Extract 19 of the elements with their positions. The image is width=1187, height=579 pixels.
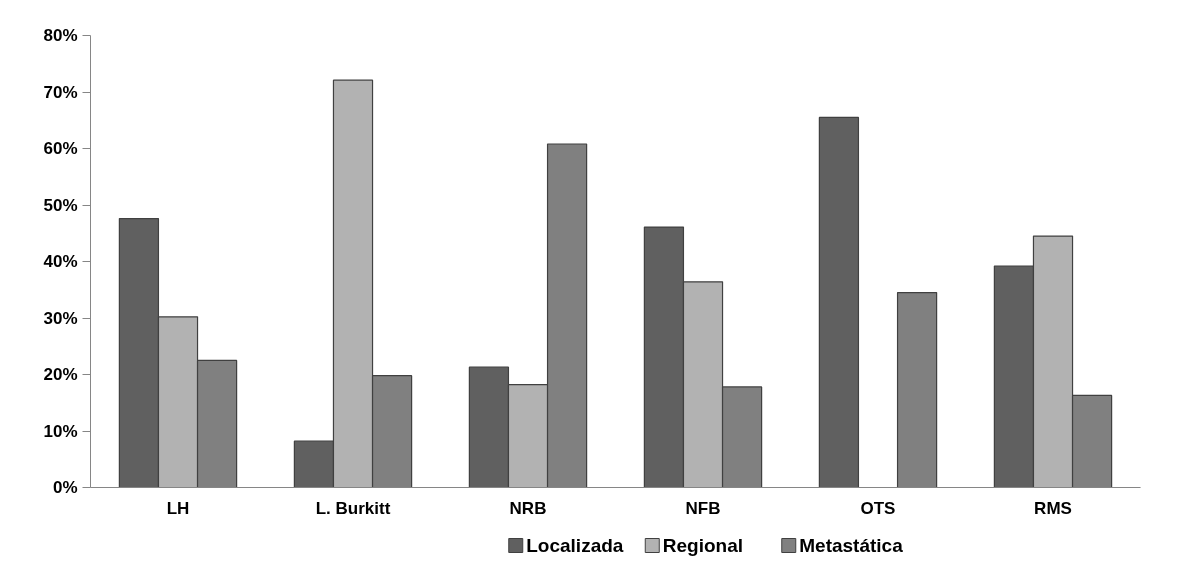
x-tick-label: NRB bbox=[509, 498, 547, 518]
bar bbox=[818, 116, 860, 488]
y-tick-label: 40% bbox=[43, 252, 78, 271]
y-tick-label: 20% bbox=[43, 365, 78, 384]
x-tick-label: OTS bbox=[860, 498, 896, 518]
y-tick-label: 70% bbox=[43, 82, 78, 102]
x-tick-label: RMS bbox=[1034, 498, 1072, 518]
x-tick-label: NFB bbox=[685, 498, 721, 518]
y-tick-label: 50% bbox=[43, 195, 78, 215]
y-tick-label: 10% bbox=[43, 421, 78, 441]
y-tick-label: 30% bbox=[43, 308, 78, 328]
y-tick-label: 60% bbox=[43, 139, 78, 158]
y-tick-label: 0% bbox=[52, 478, 78, 497]
legend-label: Localizada bbox=[526, 535, 624, 556]
x-tick-label: LH bbox=[166, 498, 190, 518]
legend-label: Metastática bbox=[799, 535, 904, 556]
legend-label: Regional bbox=[662, 535, 743, 556]
x-tick-label: L. Burkitt bbox=[315, 498, 391, 518]
y-tick-label: 80% bbox=[43, 26, 78, 45]
